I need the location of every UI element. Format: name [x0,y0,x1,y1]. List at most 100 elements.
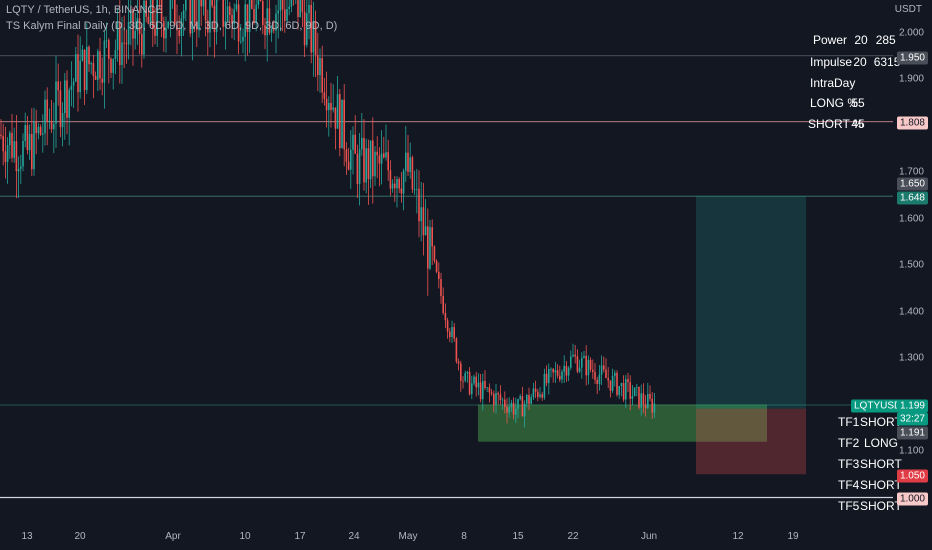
candle-body [202,0,205,7]
candle-body [510,402,513,407]
candle-body [391,183,394,189]
candle-body [339,94,341,149]
candle-body [444,312,447,321]
candle-body [301,0,304,12]
candle-body [367,148,370,180]
panel-row: Impulse 20 6315 [810,55,901,69]
candle-body [64,80,66,114]
candle-body [638,386,640,408]
candle-body [526,395,528,404]
candle-body [627,379,629,383]
candle-body [649,394,651,399]
candle-body [79,60,81,93]
candle-body [86,46,88,91]
candle-body [490,392,493,394]
tf-row: TF3SHORT [838,457,902,471]
candle-body [482,380,484,400]
candle-body [255,4,257,23]
candle-body [653,403,656,413]
candle-body [440,279,442,296]
last-price-tag: 1.199 [896,399,928,413]
panel-row: LONG % 55 [810,96,865,110]
candle-body [508,406,510,413]
candle-body [336,94,339,129]
candle-body [224,21,227,27]
candle-body [422,207,425,236]
candle-body [141,34,143,55]
candle-body [290,0,293,7]
candle-body [332,107,334,110]
candle-body [264,25,266,36]
candle-body [251,0,253,9]
candle-body [233,9,235,24]
candle-body [616,372,618,395]
candle-body [460,363,462,381]
candle-body [24,125,26,142]
candle-body [453,327,455,339]
candle-body [429,227,431,269]
candle-body [248,0,251,33]
stop-zone [696,408,806,475]
y-tick-label: 1.900 [898,73,924,85]
candle-body [110,58,112,73]
candle-body [600,365,603,375]
candle-body [59,90,62,128]
candle-body [130,9,132,23]
candle-body [651,398,653,413]
candle-body [75,54,77,82]
candle-body [0,134,2,137]
candle-body [204,0,207,21]
candle-body [528,395,530,404]
candle-body [539,394,541,397]
candle-body [319,58,321,76]
candle-body [451,327,453,338]
candle-body [299,0,301,18]
candle-body [495,392,497,406]
candle-body [477,382,480,388]
candle-body [548,369,550,384]
candle-body [134,30,136,39]
candle-body [455,338,458,362]
candle-body [378,155,381,164]
candle-body [213,5,216,32]
candle-body [341,99,343,149]
candle-body [325,98,328,111]
candle-body [145,0,147,17]
candle-body [108,40,110,59]
panel-row: SHORT % 45 [808,117,865,131]
candle-body [328,102,330,111]
candle-body [365,148,367,183]
candle-body [418,188,420,222]
indicator-legend[interactable]: TS Kalym Final Daily (D, 3D, 6D, 9D, M, … [6,20,338,32]
candle-body [479,382,482,400]
candle-body [182,10,185,19]
candle-body [543,373,546,398]
chart-title[interactable]: LQTY / TetherUS, 1h, BINANCE [6,4,163,16]
candle-body [427,226,429,269]
candle-body [611,375,614,391]
candle-body [22,141,24,167]
candle-body [631,396,634,399]
candle-body [26,125,29,151]
candle-body [42,133,44,135]
candle-body [475,376,477,388]
candle-body [244,4,246,37]
candle-body [356,153,359,184]
candle-body [396,179,398,189]
candle-body [361,137,363,150]
candle-body [323,92,326,99]
candle-body [345,149,348,162]
candle-body [633,387,636,397]
x-tick-label: 19 [787,531,799,542]
candle-body [229,6,231,15]
candle-body [114,50,117,60]
candle-body [53,123,55,130]
price-tag: 1.050 [896,469,928,483]
price-tag: 1.191 [896,426,928,440]
candles [0,0,656,428]
candle-body [389,170,392,189]
candle-body [411,157,414,190]
candle-body [640,393,642,408]
candle-body [435,260,438,272]
